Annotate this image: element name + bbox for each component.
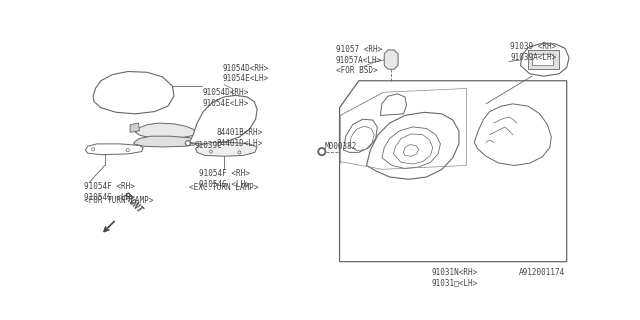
Text: <FOR TURN LAMP>: <FOR TURN LAMP> [84, 196, 154, 205]
Polygon shape [382, 127, 440, 169]
Polygon shape [380, 94, 406, 116]
Polygon shape [394, 134, 433, 164]
Text: 91054D<RH>
91054E<LH>: 91054D<RH> 91054E<LH> [223, 64, 269, 83]
Polygon shape [349, 126, 374, 151]
Text: 91031N<RH>
91031□<LH>: 91031N<RH> 91031□<LH> [432, 268, 478, 287]
Text: 91054F <RH>
91054G <LH>: 91054F <RH> 91054G <LH> [84, 182, 135, 202]
Polygon shape [474, 104, 551, 165]
Polygon shape [367, 112, 459, 179]
Text: FRONT: FRONT [120, 191, 144, 215]
Text: <EXC.TURN LAMP>: <EXC.TURN LAMP> [189, 183, 259, 192]
Polygon shape [130, 123, 140, 132]
Polygon shape [403, 145, 419, 156]
Polygon shape [86, 144, 143, 155]
Polygon shape [136, 123, 196, 139]
Circle shape [318, 148, 326, 156]
Polygon shape [189, 95, 257, 144]
Polygon shape [134, 136, 197, 147]
Text: A912001174: A912001174 [519, 268, 565, 277]
Text: 91039C: 91039C [195, 141, 223, 150]
Polygon shape [532, 54, 553, 65]
Circle shape [186, 141, 190, 145]
Circle shape [320, 150, 324, 154]
Polygon shape [528, 50, 559, 69]
Polygon shape [344, 119, 378, 152]
Polygon shape [520, 44, 569, 76]
Text: 84401B<RH>
84401D<LH>: 84401B<RH> 84401D<LH> [216, 129, 262, 148]
Text: 91057 <RH>
91057A<LH>
<FOR BSD>: 91057 <RH> 91057A<LH> <FOR BSD> [336, 45, 382, 75]
Text: 91039 <RH>
91039A<LH>: 91039 <RH> 91039A<LH> [511, 42, 557, 62]
Polygon shape [93, 71, 174, 114]
Text: 91054D<RH>
91054E<LH>: 91054D<RH> 91054E<LH> [202, 88, 249, 108]
Circle shape [187, 142, 189, 144]
Text: 91054F <RH>
91054G <LH>: 91054F <RH> 91054G <LH> [198, 169, 250, 189]
Polygon shape [196, 142, 257, 156]
Text: M000382: M000382 [325, 142, 357, 151]
Polygon shape [384, 50, 398, 69]
